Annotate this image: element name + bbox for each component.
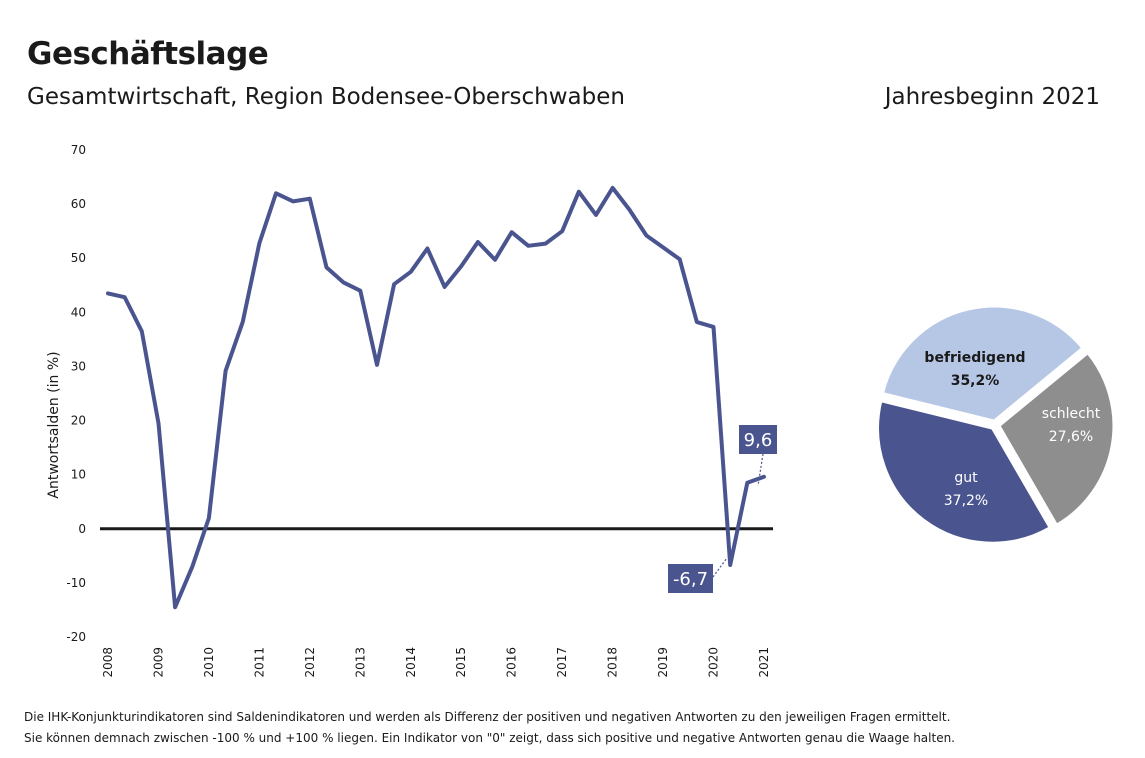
x-tick-label: 2019 bbox=[656, 647, 670, 678]
callout-box bbox=[739, 425, 777, 454]
x-tick-label: 2012 bbox=[303, 647, 317, 678]
chart-subtitle: Gesamtwirtschaft, Region Bodensee-Obersc… bbox=[27, 84, 625, 110]
x-tick-label: 2011 bbox=[252, 647, 266, 678]
y-tick-label: -20 bbox=[66, 630, 86, 644]
callouts: -6,7 9,6 bbox=[668, 425, 777, 593]
x-tick-label: 2009 bbox=[151, 647, 165, 678]
callout-leader bbox=[712, 558, 727, 578]
y-tick-label: -10 bbox=[66, 576, 86, 590]
x-tick-label: 2018 bbox=[606, 647, 620, 678]
pie-value-gut: 37,2% bbox=[944, 493, 988, 509]
y-tick-label: 30 bbox=[71, 359, 86, 373]
footnote-line-2: Sie können demnach zwischen -100 % und +… bbox=[24, 731, 955, 745]
footnote-line-1: Die IHK-Konjunkturindikatoren sind Salde… bbox=[24, 710, 951, 724]
callout-leader bbox=[757, 453, 764, 486]
pie-label-gut: gut bbox=[954, 470, 978, 486]
chart-title: Geschäftslage bbox=[27, 36, 269, 72]
y-tick-label: 60 bbox=[71, 197, 86, 211]
y-axis-label: Antwortsalden (in %) bbox=[46, 351, 62, 498]
pie-label-schlecht: schlecht bbox=[1042, 406, 1101, 422]
x-tick-label: 2017 bbox=[555, 647, 569, 678]
period-label: Jahresbeginn 2021 bbox=[884, 84, 1100, 110]
y-tick-label: 20 bbox=[71, 414, 86, 428]
pie-slice-befriedigend bbox=[880, 304, 1086, 423]
pie-slice-schlecht bbox=[997, 350, 1116, 528]
pie-chart: befriedigend 35,2% schlecht 27,6% gut 37,2% bbox=[876, 304, 1116, 545]
callout-box bbox=[668, 564, 713, 593]
x-tick-label: 2008 bbox=[101, 647, 115, 678]
x-tick-label: 2010 bbox=[202, 647, 216, 678]
footnote: Die IHK-Konjunkturindikatoren sind Salde… bbox=[24, 707, 955, 749]
y-tick-label: 0 bbox=[78, 522, 86, 536]
x-tick-label: 2013 bbox=[353, 647, 367, 678]
x-tick-label: 2014 bbox=[404, 647, 418, 678]
series-line-geschaeftslage bbox=[106, 185, 766, 610]
x-tick-label: 2016 bbox=[505, 647, 519, 678]
x-tick-label: 2021 bbox=[757, 647, 771, 678]
y-tick-label: 10 bbox=[71, 468, 86, 482]
x-tick-label: 2020 bbox=[707, 647, 721, 678]
pie-label-befriedigend: befriedigend bbox=[924, 350, 1025, 366]
pie-value-schlecht: 27,6% bbox=[1049, 429, 1093, 445]
pie-value-befriedigend: 35,2% bbox=[951, 373, 1000, 389]
y-tick-label: 40 bbox=[71, 305, 86, 319]
x-tick-label: 2015 bbox=[454, 647, 468, 678]
callout-label: 9,6 bbox=[744, 430, 773, 451]
callout-label: -6,7 bbox=[673, 569, 708, 590]
y-axis-ticks: -20 -10 0 10 20 30 40 50 60 70 bbox=[66, 143, 86, 644]
x-axis-ticks: 2008 2009 2010 2011 2012 2013 2014 2015 2016 2017… bbox=[101, 647, 771, 678]
y-tick-label: 50 bbox=[71, 251, 86, 265]
pie-slice-gut bbox=[876, 398, 1053, 545]
y-tick-label: 70 bbox=[71, 143, 86, 157]
